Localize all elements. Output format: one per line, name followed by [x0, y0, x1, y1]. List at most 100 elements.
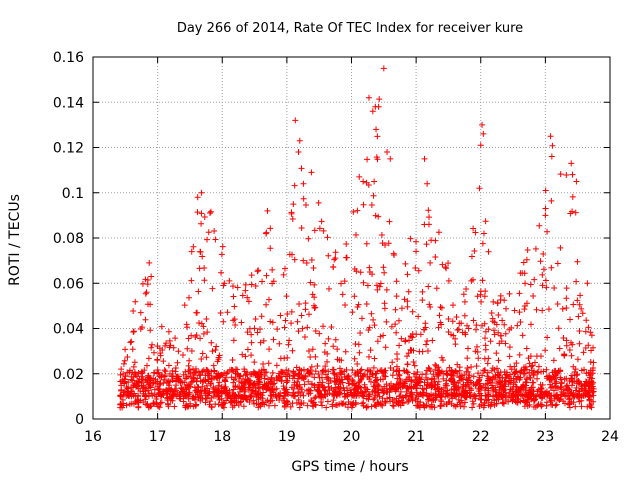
data-point	[350, 378, 357, 385]
data-point	[203, 382, 210, 389]
data-point	[306, 311, 313, 318]
data-point	[472, 395, 479, 402]
data-point	[493, 350, 500, 357]
data-point	[539, 271, 546, 278]
data-point	[284, 354, 291, 361]
data-point	[226, 367, 233, 374]
data-point	[498, 384, 505, 391]
data-point	[307, 279, 314, 286]
data-point	[117, 371, 124, 378]
data-point	[539, 382, 546, 389]
data-point	[408, 394, 415, 401]
data-point	[284, 371, 291, 378]
data-point	[402, 260, 409, 267]
data-point	[318, 374, 325, 381]
data-point	[452, 341, 459, 348]
data-point	[354, 304, 361, 311]
data-point	[305, 391, 312, 398]
data-point	[162, 342, 169, 349]
data-point	[291, 393, 298, 400]
data-point	[143, 289, 150, 296]
data-point	[482, 346, 489, 353]
data-point	[230, 368, 237, 375]
data-point	[505, 398, 512, 405]
data-point	[233, 399, 240, 406]
data-point	[517, 318, 524, 325]
data-point	[554, 300, 561, 307]
data-point	[435, 324, 442, 331]
data-point	[146, 379, 153, 386]
data-point	[400, 400, 407, 407]
data-point	[223, 397, 230, 404]
data-point	[539, 282, 546, 289]
data-point	[322, 363, 329, 370]
data-point	[248, 281, 255, 288]
data-point	[535, 363, 542, 370]
data-point	[239, 394, 246, 401]
data-point	[146, 390, 153, 397]
data-point	[432, 254, 439, 261]
data-point	[490, 327, 497, 334]
data-point	[409, 308, 416, 315]
data-point	[293, 399, 300, 406]
data-point	[194, 375, 201, 382]
data-point	[500, 388, 507, 395]
data-point	[365, 353, 372, 360]
data-point	[476, 374, 483, 381]
data-point	[530, 371, 537, 378]
data-point	[485, 396, 492, 403]
data-point	[475, 370, 482, 377]
data-point	[206, 389, 213, 396]
data-point	[291, 256, 298, 263]
data-point	[517, 369, 524, 376]
data-point	[521, 399, 528, 406]
data-point	[212, 236, 219, 243]
data-point	[325, 285, 332, 292]
data-point	[130, 328, 137, 335]
data-point	[302, 373, 309, 380]
data-point	[209, 376, 216, 383]
data-point	[184, 391, 191, 398]
data-point	[497, 292, 504, 299]
data-point	[377, 333, 384, 340]
data-point	[267, 225, 274, 232]
data-point	[481, 400, 488, 407]
data-point	[179, 386, 186, 393]
data-point	[435, 372, 442, 379]
data-point	[329, 391, 336, 398]
data-point	[316, 390, 323, 397]
data-point	[582, 345, 589, 352]
data-point	[482, 218, 489, 225]
data-point	[235, 378, 242, 385]
data-point	[571, 393, 578, 400]
data-point	[229, 404, 236, 411]
data-point	[511, 363, 518, 370]
data-point	[590, 398, 597, 405]
data-point	[391, 396, 398, 403]
data-point	[364, 156, 371, 163]
data-point	[586, 396, 593, 403]
data-point	[542, 187, 549, 194]
data-point	[157, 352, 164, 359]
data-point	[328, 324, 335, 331]
data-point	[563, 171, 570, 178]
data-point	[296, 301, 303, 308]
data-point	[405, 288, 412, 295]
data-point	[156, 386, 163, 393]
data-point	[257, 326, 264, 333]
data-point	[267, 318, 274, 325]
data-point	[563, 304, 570, 311]
y-tick-label: 0.06	[53, 276, 84, 292]
data-point	[325, 368, 332, 375]
data-point	[358, 375, 365, 382]
data-point	[576, 379, 583, 386]
x-tick-label: 19	[278, 429, 296, 445]
data-point	[481, 293, 488, 300]
data-point	[126, 367, 133, 374]
data-point	[142, 385, 149, 392]
data-point	[589, 381, 596, 388]
data-point	[317, 391, 324, 398]
data-point	[203, 354, 210, 361]
data-point	[506, 377, 513, 384]
data-point	[269, 319, 276, 326]
